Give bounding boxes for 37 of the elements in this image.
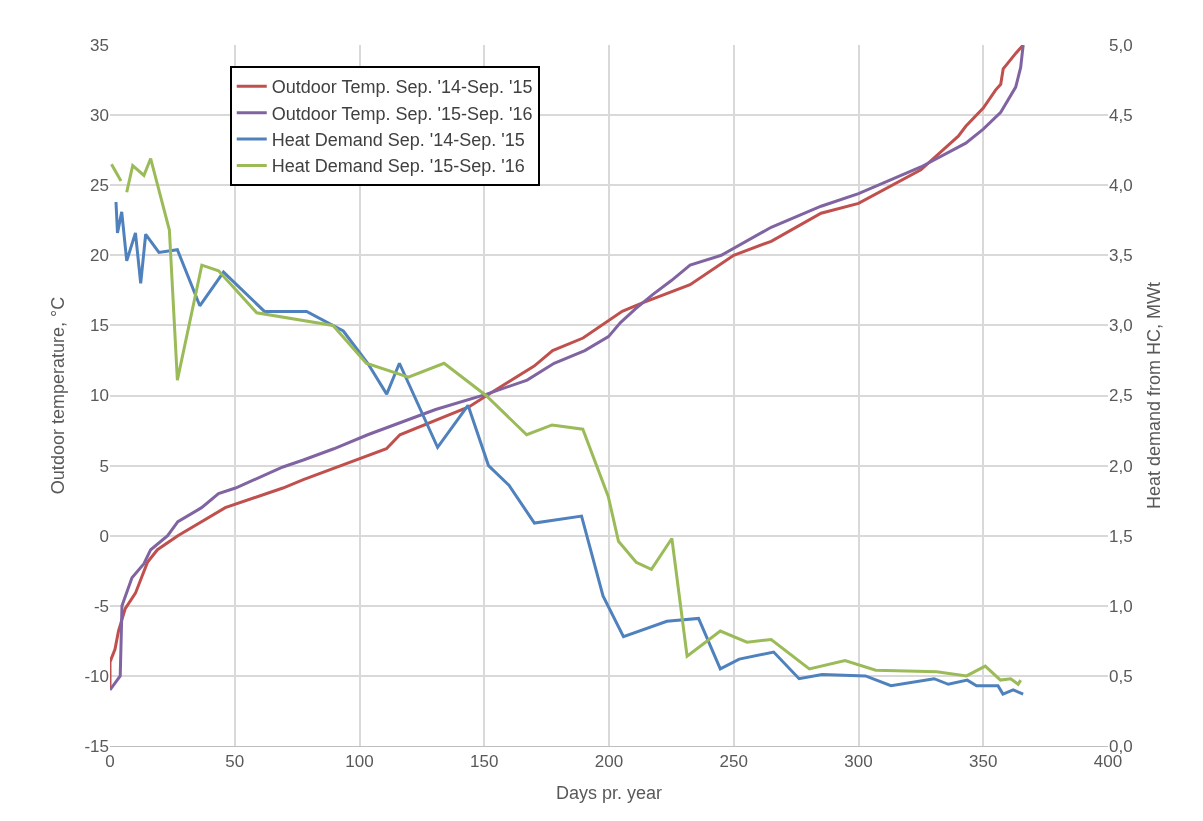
y-tick-label: 20 <box>90 246 109 266</box>
y-tick-label: -10 <box>84 666 109 686</box>
y-tick-label: 15 <box>90 316 109 336</box>
y-axis-title: Outdoor temperature, °C <box>47 296 68 495</box>
legend-label: Heat Demand Sep. '14-Sep. '15 <box>271 130 525 151</box>
y2-tick-label: 1,0 <box>1109 596 1133 616</box>
line-series <box>110 45 1025 692</box>
y2-tick-label: 4,0 <box>1109 176 1133 196</box>
y2-tick-label: 1,5 <box>1109 526 1133 546</box>
y-tick-label: 35 <box>90 35 109 55</box>
y-tick-label: 25 <box>90 176 109 196</box>
x-tick-label: 350 <box>969 752 998 772</box>
y2-tick-label: 2,0 <box>1109 456 1133 476</box>
y-tick-label: -15 <box>84 736 109 756</box>
y2-tick-label: 3,5 <box>1109 246 1133 266</box>
x-tick-label: 50 <box>225 752 245 772</box>
x-tick-label: 200 <box>594 752 624 772</box>
x-axis-title: Days pr. year <box>555 782 663 803</box>
y-tick-label: -5 <box>93 596 109 616</box>
y-tick-label: 5 <box>99 456 109 476</box>
y2-tick-label: 5,0 <box>1109 35 1133 55</box>
y-tick-label: 0 <box>99 526 109 546</box>
x-tick-label: 250 <box>719 752 748 772</box>
y2-tick-label: 4,5 <box>1109 106 1133 126</box>
legend-label: Outdoor Temp. Sep. '15-Sep. '16 <box>271 103 533 124</box>
y-tick-label: 30 <box>90 106 109 126</box>
x-tick-label: 300 <box>844 752 873 772</box>
x-tick-label: 100 <box>345 752 374 772</box>
y-tick-label: 10 <box>90 386 109 406</box>
y2-tick-label: 0,0 <box>1109 736 1133 756</box>
legend-label: Outdoor Temp. Sep. '14-Sep. '15 <box>271 77 533 98</box>
x-tick-label: 150 <box>470 752 499 772</box>
y2-tick-label: 0,5 <box>1109 666 1133 686</box>
y2-axis-title: Heat demand from HC, MWt <box>1143 281 1164 510</box>
legend-label: Heat Demand Sep. '15-Sep. '16 <box>271 156 525 177</box>
y2-tick-label: 2,5 <box>1109 386 1133 406</box>
y2-tick-label: 3,0 <box>1109 316 1133 336</box>
